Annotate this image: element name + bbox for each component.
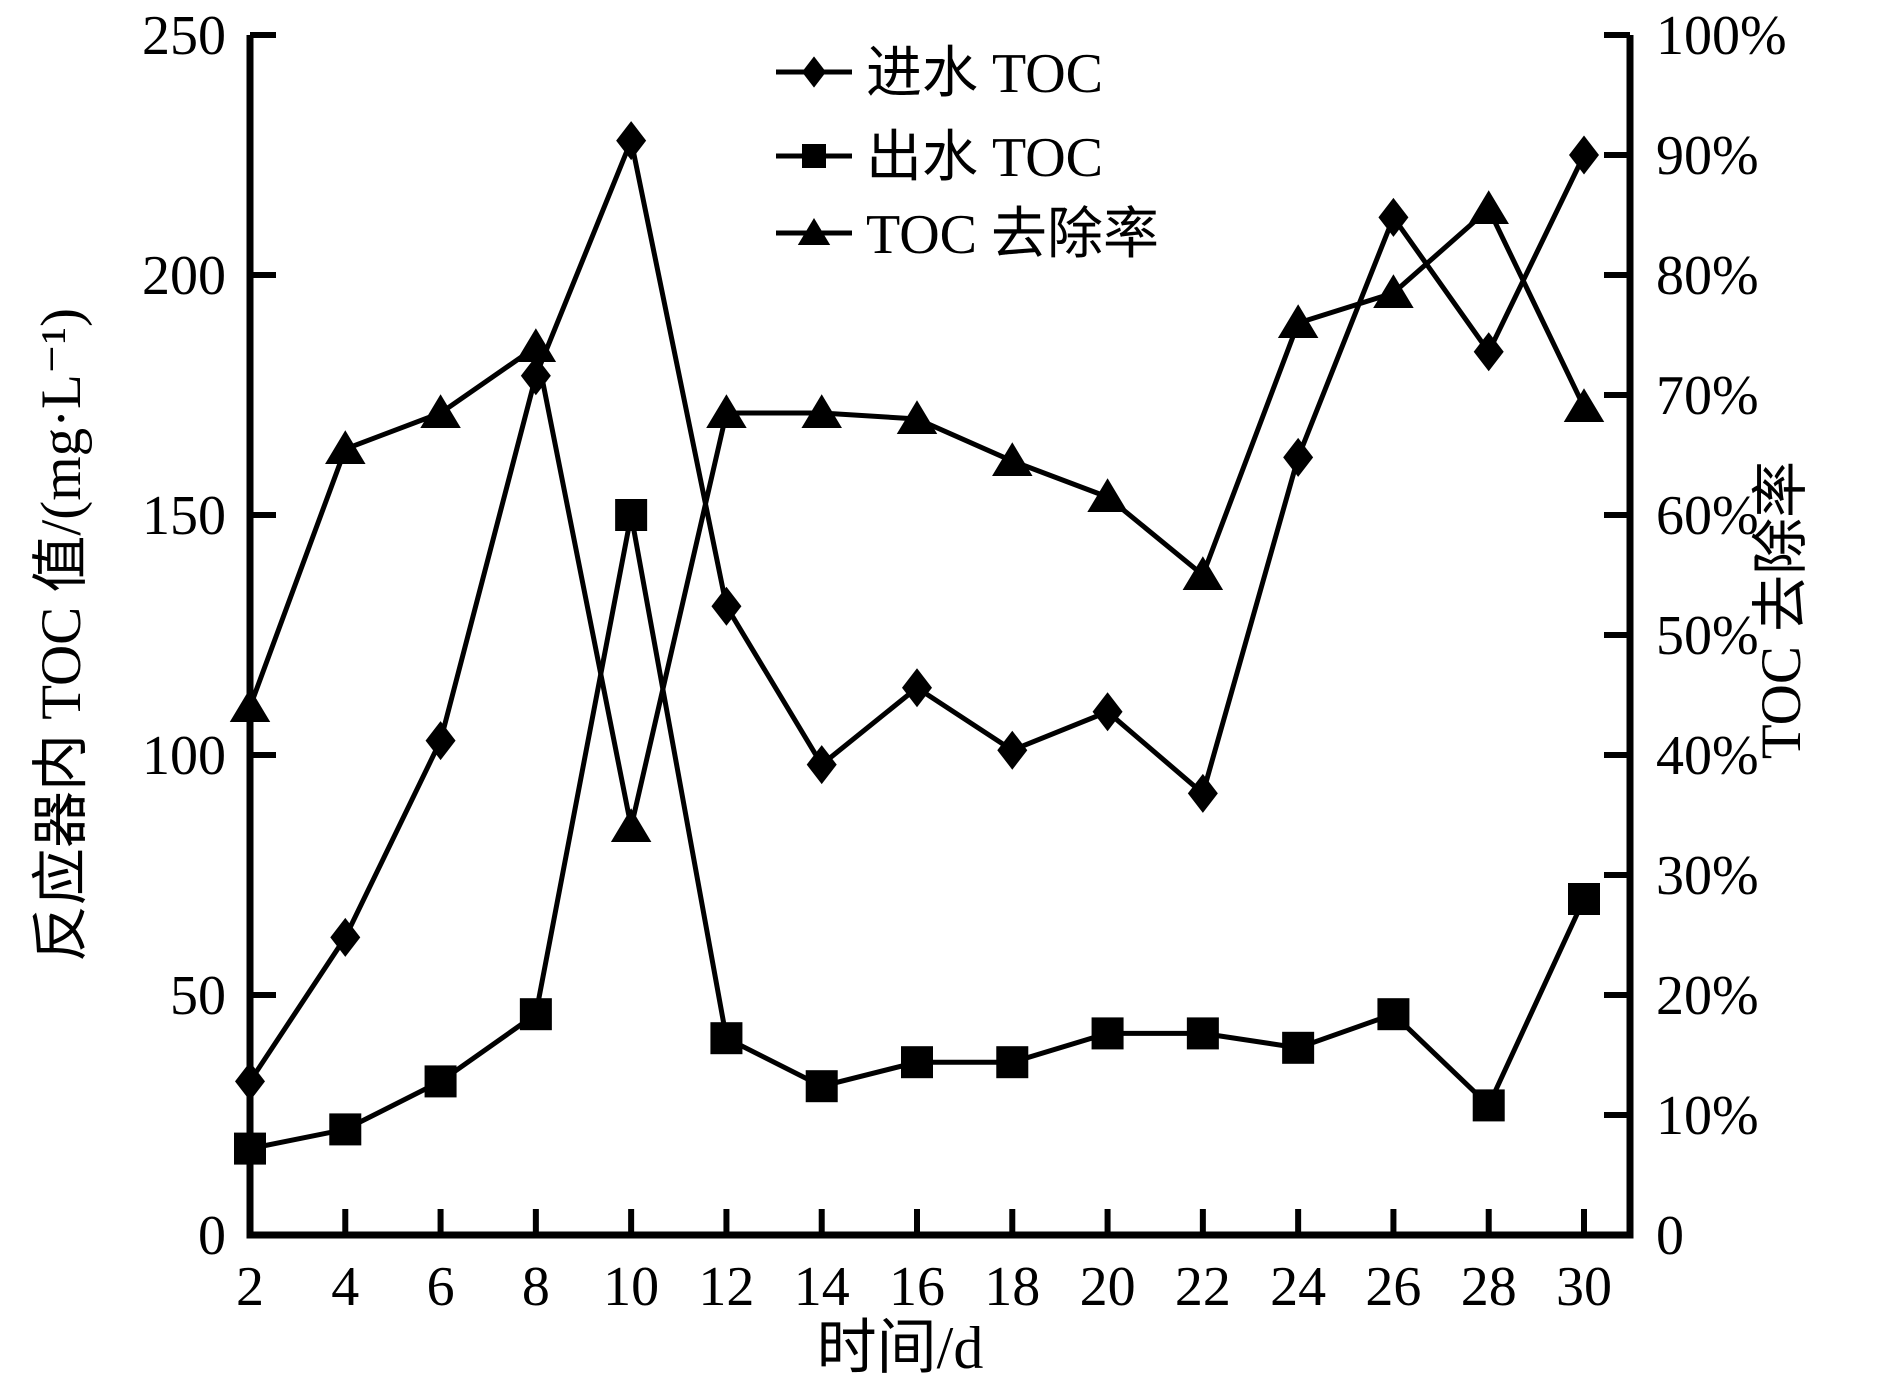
data-point-marker: [1568, 883, 1600, 915]
data-point-marker: [420, 394, 461, 428]
x-tick-label: 18: [984, 1256, 1040, 1318]
series-toc-removal-rate: [229, 190, 1605, 842]
series-influent-toc: [235, 121, 1599, 1101]
y-right-tick-label: 0: [1656, 1205, 1684, 1267]
y-left-tick-label: 0: [198, 1205, 226, 1267]
data-point-marker: [1277, 304, 1319, 338]
series-line: [247, 131, 1587, 1083]
data-point-marker: [805, 1070, 838, 1103]
data-point-marker: [711, 586, 742, 626]
y-right-tick-label: 10%: [1656, 1085, 1759, 1147]
left-axis-ticks: [250, 32, 276, 998]
data-point-marker: [1092, 692, 1123, 732]
y-right-tick-label: 30%: [1656, 845, 1759, 907]
data-point-marker: [229, 688, 271, 722]
data-point-marker: [234, 1132, 266, 1165]
data-point-marker: [325, 430, 366, 464]
data-point-marker: [616, 121, 647, 161]
data-point-marker: [896, 400, 938, 434]
legend-item: 进水 TOC: [776, 43, 1103, 105]
y-left-tick-label: 200: [142, 245, 226, 307]
data-point-marker: [1283, 437, 1314, 477]
data-point-marker: [1187, 773, 1218, 813]
y-left-tick-label: 50: [170, 965, 226, 1027]
x-tick-label: 4: [331, 1256, 359, 1318]
y-axis-label-left: 反应器内 TOC 值/(mg·L⁻¹): [30, 308, 93, 962]
data-point-marker: [519, 998, 552, 1031]
y-right-tick-label: 70%: [1656, 365, 1759, 427]
data-point-marker: [1473, 332, 1504, 372]
series-effluent-toc: [234, 499, 1600, 1165]
data-point-marker: [424, 1065, 457, 1098]
data-point-marker: [1091, 1017, 1124, 1050]
data-point-marker: [1472, 1089, 1505, 1122]
data-point-marker: [710, 1022, 743, 1055]
x-tick-label: 30: [1556, 1256, 1612, 1318]
data-point-marker: [1378, 197, 1409, 237]
y-right-tick-label: 80%: [1656, 245, 1759, 307]
data-point-marker: [330, 917, 361, 957]
data-point-marker: [1282, 1031, 1315, 1064]
legend: 进水 TOC 出水 TOC TOC 去除率: [776, 43, 1159, 266]
data-point-marker: [1563, 388, 1605, 422]
legend-triangle-marker: [797, 218, 831, 245]
data-point-marker: [996, 1046, 1029, 1079]
data-point-marker: [992, 442, 1033, 476]
data-point-marker: [515, 328, 557, 362]
data-point-marker: [902, 668, 932, 708]
legend-label: TOC 去除率: [866, 204, 1159, 266]
x-tick-label: 24: [1270, 1256, 1326, 1318]
y-right-tick-label: 60%: [1656, 485, 1759, 547]
x-axis-ticks: [342, 1209, 1587, 1235]
y-right-tick-label: 20%: [1656, 965, 1759, 1027]
x-tick-label: 2: [236, 1256, 264, 1318]
y-right-tick-label: 40%: [1656, 725, 1759, 787]
x-tick-label: 12: [698, 1256, 754, 1318]
x-tick-label: 8: [522, 1256, 550, 1318]
data-point-marker: [706, 394, 747, 428]
x-axis-label: 时间/d: [817, 1315, 984, 1381]
data-point-marker: [806, 745, 837, 785]
x-tick-label: 16: [889, 1256, 945, 1318]
data-point-marker: [615, 499, 648, 531]
right-axis-ticks: [1604, 32, 1630, 1118]
x-tick-label: 22: [1175, 1256, 1231, 1318]
legend-square-marker: [802, 144, 826, 168]
x-tick-label: 26: [1365, 1256, 1421, 1318]
data-point-marker: [997, 730, 1028, 770]
y-left-tick-label: 100: [142, 725, 226, 787]
data-point-marker: [1182, 556, 1224, 590]
y-left-tick-label: 250: [142, 5, 226, 67]
legend-item: TOC 去除率: [776, 204, 1159, 266]
data-point-marker: [801, 394, 842, 428]
data-point-marker: [1569, 135, 1599, 175]
x-tick-label: 28: [1461, 1256, 1517, 1318]
y-left-tick-label: 150: [142, 485, 226, 547]
data-point-marker: [1087, 478, 1128, 512]
data-point-marker: [1373, 274, 1414, 308]
y-right-tick-label: 100%: [1656, 5, 1787, 67]
data-point-marker: [1377, 998, 1410, 1031]
x-tick-label: 14: [794, 1256, 850, 1318]
y-right-tick-label: 90%: [1656, 125, 1759, 187]
data-point-marker: [901, 1046, 933, 1079]
data-point-marker: [1186, 1017, 1219, 1050]
legend-item: 出水 TOC: [776, 127, 1103, 189]
data-point-marker: [1468, 190, 1509, 224]
x-tick-label: 10: [603, 1256, 659, 1318]
legend-label: 进水 TOC: [866, 43, 1103, 105]
legend-diamond-marker: [802, 56, 826, 88]
legend-label: 出水 TOC: [866, 127, 1103, 189]
data-point-marker: [610, 808, 652, 842]
x-tick-label: 20: [1080, 1256, 1136, 1318]
y-axis-label-right: TOC 去除率: [1750, 461, 1813, 759]
data-point-marker: [235, 1061, 265, 1101]
data-point-marker: [329, 1113, 362, 1146]
x-tick-label: 6: [427, 1256, 455, 1318]
y-right-tick-label: 50%: [1656, 605, 1759, 667]
data-point-marker: [425, 721, 456, 761]
